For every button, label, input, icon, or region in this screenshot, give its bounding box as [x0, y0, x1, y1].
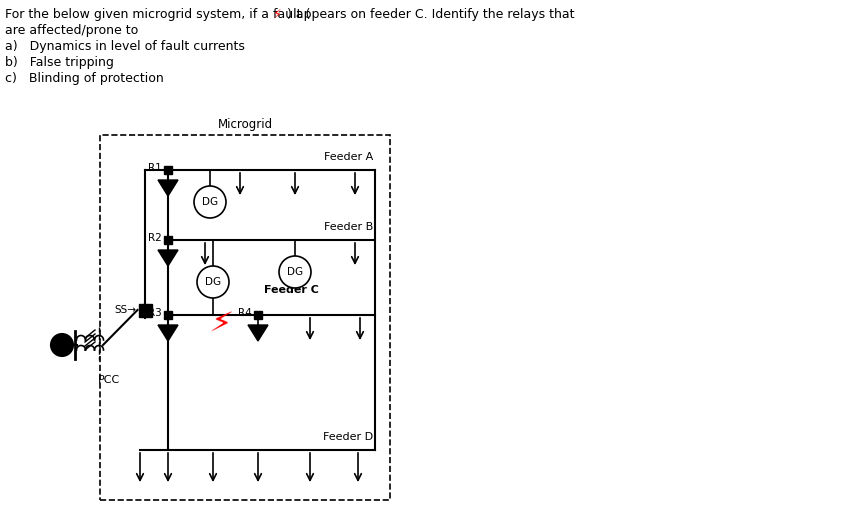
Text: PCC: PCC: [98, 375, 120, 385]
Polygon shape: [158, 325, 178, 341]
Text: ⚡: ⚡: [272, 8, 282, 21]
Circle shape: [51, 334, 73, 356]
Text: Feeder C: Feeder C: [264, 285, 319, 295]
Text: ) appears on feeder C. Identify the relays that: ) appears on feeder C. Identify the rela…: [283, 8, 574, 21]
Polygon shape: [158, 180, 178, 196]
Circle shape: [194, 186, 226, 218]
Circle shape: [279, 256, 311, 288]
Polygon shape: [158, 250, 178, 266]
Text: Feeder B: Feeder B: [324, 222, 373, 232]
Text: R4: R4: [239, 308, 252, 318]
Text: a)   Dynamics in level of fault currents: a) Dynamics in level of fault currents: [5, 40, 244, 53]
Bar: [100, 135, 390, 500]
Text: ⚡: ⚡: [207, 309, 233, 341]
Text: b)   False tripping: b) False tripping: [5, 56, 114, 69]
Text: R3: R3: [148, 308, 162, 318]
Bar: [254, 311, 262, 319]
Text: Feeder A: Feeder A: [324, 152, 373, 162]
Text: Feeder D: Feeder D: [323, 432, 373, 442]
Text: are affected/prone to: are affected/prone to: [5, 24, 138, 37]
Text: DG: DG: [205, 277, 221, 287]
Text: DG: DG: [202, 197, 218, 207]
Circle shape: [197, 266, 229, 298]
Text: c)   Blinding of protection: c) Blinding of protection: [5, 72, 164, 85]
Text: R1: R1: [148, 163, 162, 173]
Bar: [139, 304, 151, 316]
Polygon shape: [248, 325, 268, 341]
Text: For the below given microgrid system, if a fault (: For the below given microgrid system, if…: [5, 8, 315, 21]
Bar: [164, 236, 172, 244]
Text: R2: R2: [148, 233, 162, 243]
Text: DG: DG: [287, 267, 303, 277]
Bar: [164, 166, 172, 174]
Text: SS→: SS→: [114, 305, 136, 315]
Text: Microgrid: Microgrid: [217, 118, 272, 131]
Bar: [164, 311, 172, 319]
